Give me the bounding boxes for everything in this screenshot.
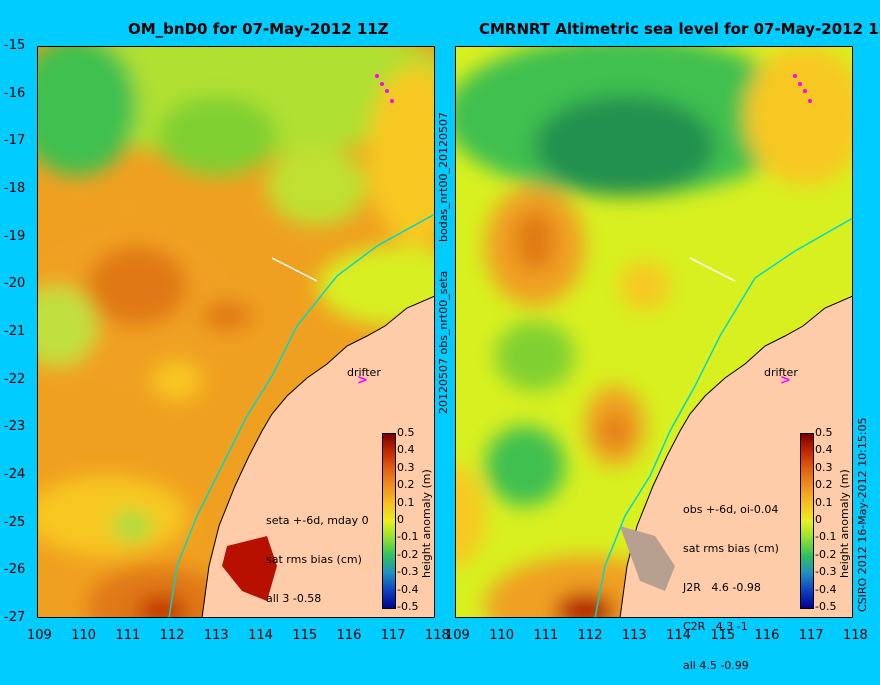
- x-tick-label: 109: [27, 628, 52, 643]
- note-line: obs +-6d, oi-0.04: [683, 503, 779, 516]
- x-tick-label: 113: [621, 628, 647, 643]
- colorbar-tick-label: -0.3: [815, 565, 837, 579]
- colorbar-tick-label: -0.5: [397, 600, 419, 613]
- colorbar-tick-label: 0.2: [397, 478, 415, 492]
- note-line: sat rms bias (cm): [683, 542, 779, 555]
- y-tick-label: -26: [4, 562, 26, 578]
- colorbar-tick-label: -0.3: [397, 565, 419, 579]
- right-map: [455, 46, 853, 618]
- x-tick-label: 118: [425, 628, 450, 643]
- note-line: all 4.5 -0.99: [683, 659, 749, 672]
- colorbar-tick-label: 0: [397, 513, 404, 526]
- note-line: C2R 4.3 -1: [683, 620, 748, 633]
- x-tick-label: 116: [754, 628, 780, 643]
- right-drifter-arrow: >: [780, 373, 791, 388]
- colorbar-tick-label: -0.2: [815, 547, 837, 561]
- left-stats-note: seta +-6d, mday 0 sat rms bias (cm) all …: [266, 488, 369, 618]
- right-edge-text: CSIRO 2012 16-May-2012 10:15:05: [856, 417, 869, 612]
- left-drifter-label: drifter: [347, 366, 381, 379]
- left-drifter-arrow: >: [357, 373, 368, 388]
- middle-bottom-text: 20120507 obs_nrt00_seta: [437, 270, 450, 414]
- middle-top-text: bodas_nrt00_20120507: [437, 112, 450, 242]
- right-stats-note: obs +-6d, oi-0.04 sat rms bias (cm) J2R …: [683, 477, 779, 685]
- right-drifter-label: drifter: [764, 366, 798, 379]
- x-tick-label: 116: [336, 628, 362, 643]
- left-map-title: OM_bnD0 for 07-May-2012 11Z: [128, 20, 389, 38]
- x-tick-label: 118: [843, 628, 868, 643]
- colorbar-tick-label: 0.1: [815, 495, 833, 509]
- right-colorbar: [800, 433, 814, 609]
- x-tick-label: 109: [445, 628, 470, 643]
- left-map: [37, 46, 435, 618]
- y-tick-label: -23: [4, 419, 26, 435]
- note-line: sat rms bias (cm): [266, 553, 362, 566]
- colorbar-tick-label: -0.4: [397, 582, 419, 596]
- colorbar-tick-label: -0.5: [815, 600, 837, 613]
- colorbar-tick-label: -0.1: [397, 530, 419, 544]
- colorbar-tick-label: 0.1: [397, 495, 415, 509]
- y-tick-label: -15: [4, 38, 26, 53]
- left-colorbar-title: height anomaly (m): [420, 469, 433, 578]
- colorbar-tick-label: -0.2: [397, 547, 419, 561]
- x-tick-label: 114: [248, 628, 273, 643]
- colorbar-tick-label: 0.3: [815, 460, 833, 474]
- note-line: seta +-6d, mday 0: [266, 514, 369, 527]
- y-tick-label: -27: [4, 610, 26, 625]
- y-tick-label: -25: [4, 514, 26, 530]
- x-tick-label: 115: [292, 628, 318, 643]
- x-tick-label: 117: [380, 628, 406, 643]
- x-tick-label: 115: [710, 628, 736, 643]
- x-tick-label: 113: [203, 628, 229, 643]
- x-tick-label: 111: [533, 628, 559, 643]
- y-tick-label: -21: [4, 324, 26, 339]
- note-line: J2R 4.6 -0.98: [683, 581, 761, 594]
- colorbar-tick-label: 0.3: [397, 460, 415, 474]
- y-tick-label: -22: [4, 371, 26, 387]
- right-map-title: CMRNRT Altimetric sea level for 07-May-2…: [479, 20, 880, 38]
- x-tick-label: 112: [159, 628, 185, 643]
- colorbar-tick-label: 0.5: [397, 426, 415, 439]
- y-tick-label: -20: [4, 276, 26, 292]
- colorbar-tick-label: -0.4: [815, 582, 837, 596]
- y-tick-label: -17: [4, 133, 26, 149]
- y-tick-label: -24: [4, 467, 26, 482]
- right-colorbar-title: height anomaly (m): [838, 469, 851, 578]
- x-tick-label: 112: [577, 628, 603, 643]
- x-tick-label: 117: [798, 628, 824, 643]
- left-colorbar: [382, 433, 396, 609]
- x-tick-label: 111: [115, 628, 141, 643]
- colorbar-tick-label: 0.4: [397, 443, 415, 457]
- y-tick-label: -19: [4, 228, 26, 244]
- x-tick-label: 110: [71, 628, 97, 643]
- colorbar-tick-label: 0.2: [815, 478, 833, 492]
- x-tick-label: 110: [489, 628, 515, 643]
- colorbar-tick-label: 0: [815, 513, 822, 526]
- colorbar-tick-label: 0.4: [815, 443, 833, 457]
- colorbar-tick-label: 0.5: [815, 426, 833, 439]
- y-tick-label: -18: [4, 181, 26, 196]
- y-tick-label: -16: [4, 85, 26, 101]
- x-tick-label: 114: [666, 628, 691, 643]
- colorbar-tick-label: -0.1: [815, 530, 837, 544]
- note-line: all 3 -0.58: [266, 592, 322, 605]
